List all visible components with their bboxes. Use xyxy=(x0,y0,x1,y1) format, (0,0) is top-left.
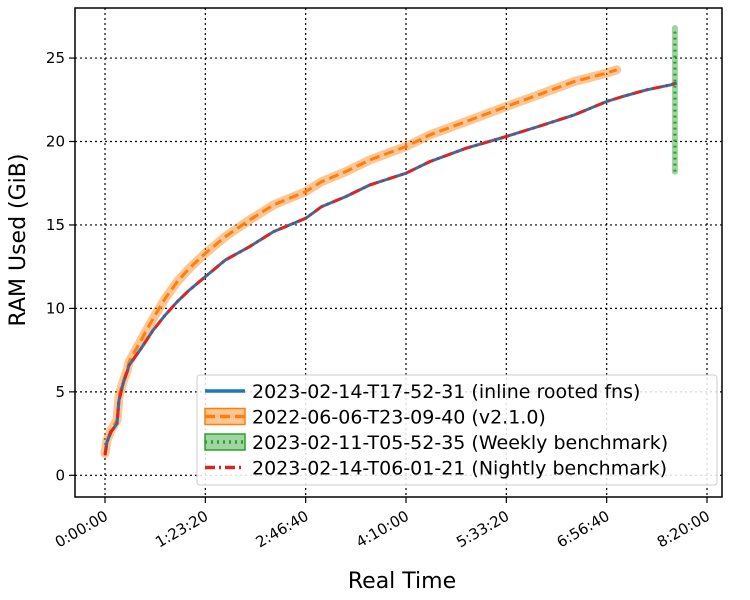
legend-entry-label: 2023-02-14-T06-01-21 (Nightly benchmark) xyxy=(252,458,667,480)
x-tick-label: 1:23:20 xyxy=(152,507,211,552)
grid xyxy=(75,8,722,497)
legend-entry-label: 2022-06-06-T23-09-40 (v2.1.0) xyxy=(252,407,546,429)
y-tick-label: 0 xyxy=(55,466,65,484)
legend-entry-label: 2023-02-14-T17-52-31 (inline rooted fns) xyxy=(252,381,640,403)
plot-area-frame xyxy=(74,7,723,498)
y-tick-label: 25 xyxy=(46,49,65,67)
y-tick-label: 15 xyxy=(46,216,65,234)
legend-entry-label: 2023-02-11-T05-52-35 (Weekly benchmark) xyxy=(252,432,668,454)
x-axis-title: Real Time xyxy=(348,569,456,594)
legend-box xyxy=(196,374,718,486)
y-tick-label: 5 xyxy=(55,383,65,401)
legend: 2023-02-14-T17-52-31 (inline rooted fns)… xyxy=(196,374,718,486)
x-tick-label: 8:20:00 xyxy=(654,507,713,552)
x-tick-label: 4:10:00 xyxy=(353,507,412,552)
y-tick-label: 10 xyxy=(46,299,65,317)
y-tick-label: 20 xyxy=(46,133,65,151)
y-axis-title: RAM Used (GiB) xyxy=(6,154,31,327)
x-tick-label: 6:56:40 xyxy=(554,507,613,552)
series-line xyxy=(103,81,676,456)
x-tick-label: 5:33:20 xyxy=(453,507,512,552)
x-tick-label: 2:46:40 xyxy=(253,507,312,552)
x-tick-label: 0:00:00 xyxy=(52,507,111,552)
series-layer xyxy=(100,25,678,459)
